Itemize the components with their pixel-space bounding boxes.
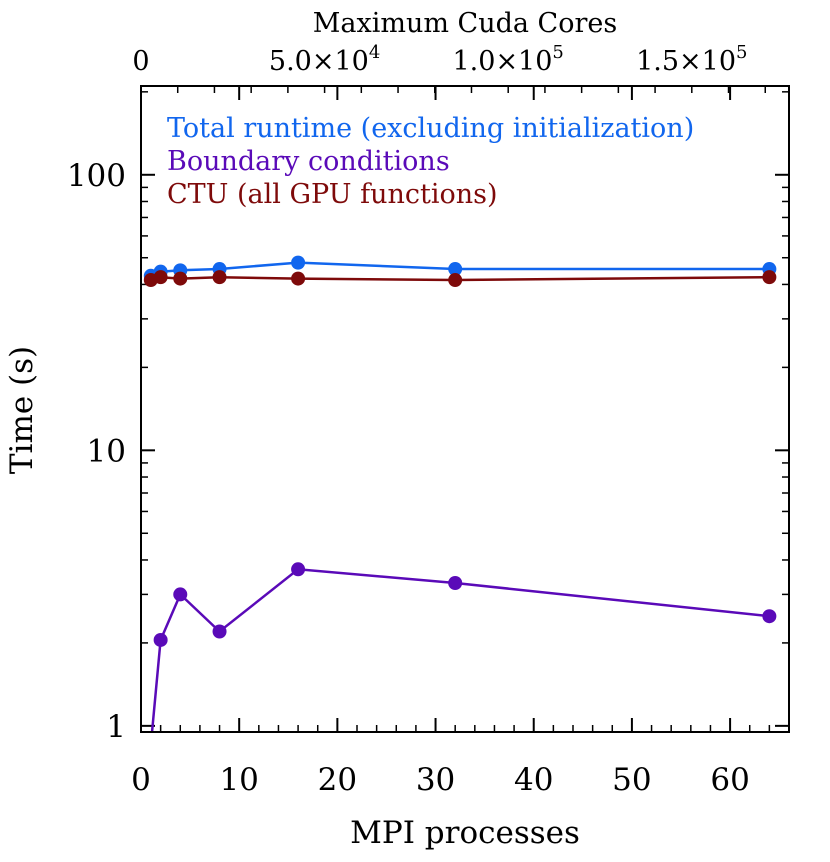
legend-entry-total-runtime: Total runtime (excluding initialization) — [167, 113, 694, 144]
top-tick-label: 0 — [132, 46, 149, 77]
data-point-ctu — [448, 273, 463, 288]
ticks: 0 10 20 30 40 50 60 0 5.0×104 1.0×105 1.5×105 1 10 10… — [67, 42, 790, 798]
y-tick-label: 1 — [106, 709, 126, 745]
top-tick-label: 5.0×104 — [269, 42, 380, 77]
data-point-ctu — [173, 271, 188, 286]
x-tick-label: 10 — [219, 762, 258, 798]
x-tick-label: 30 — [416, 762, 455, 798]
legend-entry-boundary-conditions: Boundary conditions — [167, 146, 450, 177]
legend: Total runtime (excluding initialization)… — [167, 113, 694, 210]
x-tick-label: 40 — [514, 762, 553, 798]
data-point-boundary-conditions — [144, 738, 158, 752]
x-tick-label: 60 — [710, 762, 749, 798]
data-point-boundary-conditions — [153, 632, 168, 647]
x-tick-label: 50 — [612, 762, 651, 798]
data-point-boundary-conditions — [291, 562, 306, 577]
series-points — [143, 255, 777, 752]
y-axis-label: Time (s) — [4, 346, 40, 474]
series-lines — [150, 261, 770, 732]
x-tick-label: 20 — [318, 762, 357, 798]
series-line-boundary-conditions — [150, 568, 770, 732]
y-tick-label: 100 — [67, 158, 126, 194]
data-point-ctu — [212, 270, 227, 285]
data-point-boundary-conditions — [173, 587, 188, 602]
data-point-total-runtime — [448, 262, 463, 277]
data-point-boundary-conditions — [212, 624, 227, 639]
plot-frame — [140, 85, 790, 733]
data-point-total-runtime — [291, 255, 306, 270]
legend-entry-ctu: CTU (all GPU functions) — [167, 179, 498, 210]
x-axis-label: MPI processes — [350, 815, 580, 851]
data-point-boundary-conditions — [762, 609, 777, 624]
y-tick-label: 10 — [87, 433, 126, 469]
data-point-boundary-conditions — [448, 575, 463, 590]
x-tick-label: 0 — [131, 762, 151, 798]
top-tick-label: 1.0×105 — [453, 42, 564, 77]
top-tick-label: 1.5×105 — [636, 42, 747, 77]
top-axis-label: Maximum Cuda Cores — [313, 8, 617, 39]
data-point-ctu — [153, 270, 168, 285]
data-point-ctu — [762, 270, 777, 285]
data-point-ctu — [291, 271, 306, 286]
